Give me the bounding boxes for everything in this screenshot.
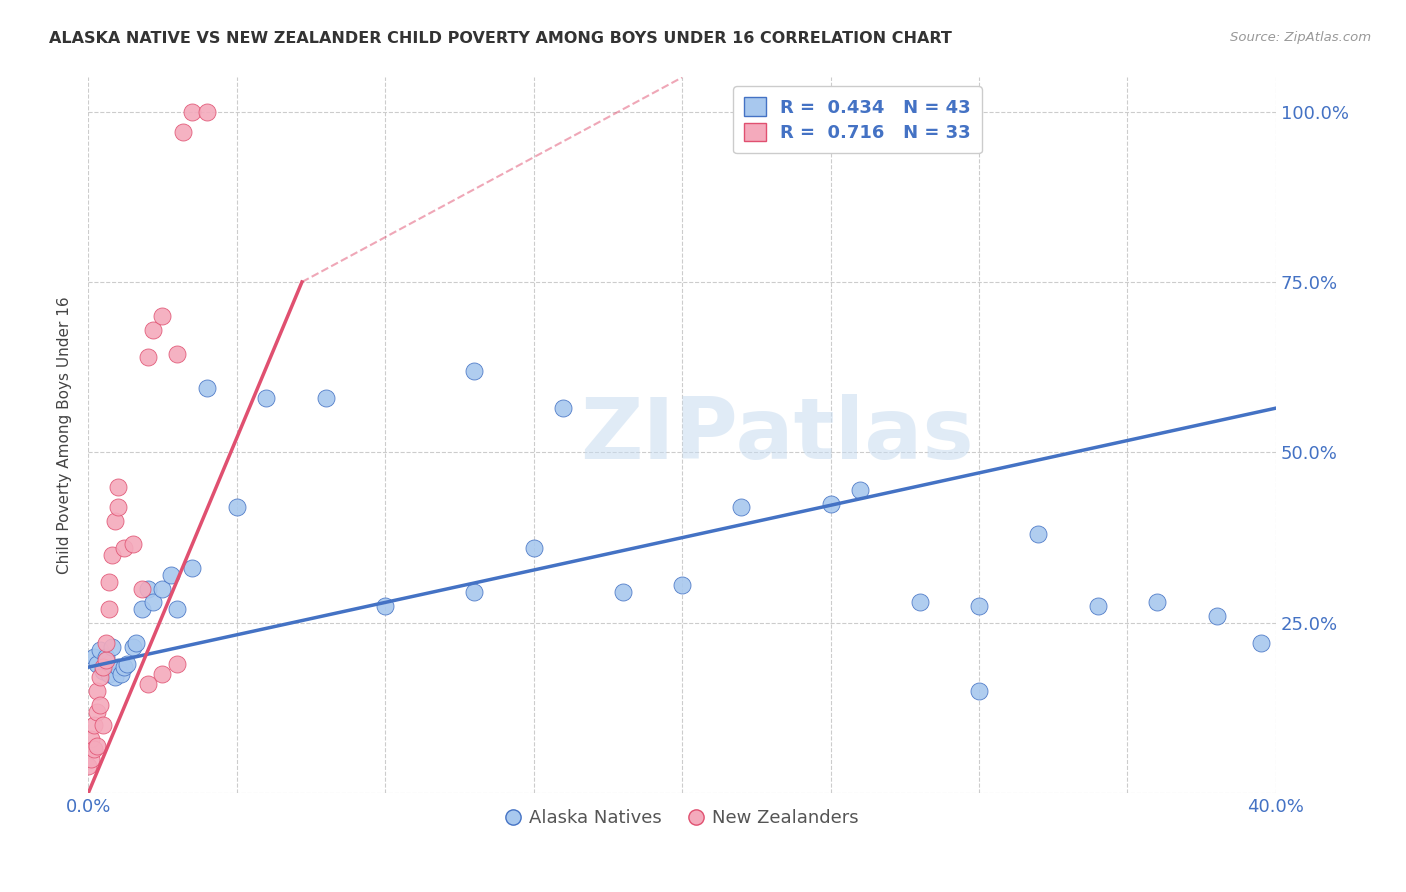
Point — [150, 667, 173, 681]
Point — [181, 561, 204, 575]
Point — [1028, 527, 1050, 541]
Point — [195, 104, 218, 119]
Point — [86, 705, 108, 719]
Point — [166, 602, 188, 616]
Point — [612, 585, 634, 599]
Point — [730, 500, 752, 514]
Point — [107, 660, 129, 674]
Point — [908, 595, 931, 609]
Point — [967, 684, 990, 698]
Point — [89, 670, 111, 684]
Point — [83, 718, 105, 732]
Point — [315, 391, 337, 405]
Point — [195, 381, 218, 395]
Point — [1087, 599, 1109, 613]
Point — [94, 650, 117, 665]
Point — [820, 497, 842, 511]
Point — [136, 677, 159, 691]
Point — [374, 599, 396, 613]
Point — [104, 514, 127, 528]
Point — [97, 667, 120, 681]
Point — [83, 742, 105, 756]
Point — [166, 657, 188, 671]
Point — [225, 500, 247, 514]
Point — [94, 636, 117, 650]
Point — [107, 500, 129, 514]
Point — [112, 541, 135, 555]
Point — [142, 595, 165, 609]
Text: ZIPatlas: ZIPatlas — [581, 394, 974, 477]
Point — [150, 309, 173, 323]
Point — [86, 684, 108, 698]
Point — [463, 585, 485, 599]
Point — [254, 391, 277, 405]
Point — [160, 568, 183, 582]
Point — [131, 602, 153, 616]
Point — [849, 483, 872, 497]
Point — [172, 125, 194, 139]
Point — [104, 670, 127, 684]
Point — [136, 582, 159, 596]
Point — [166, 346, 188, 360]
Point — [80, 752, 103, 766]
Text: ALASKA NATIVE VS NEW ZEALANDER CHILD POVERTY AMONG BOYS UNDER 16 CORRELATION CHA: ALASKA NATIVE VS NEW ZEALANDER CHILD POV… — [49, 31, 952, 46]
Point — [1146, 595, 1168, 609]
Point — [136, 350, 159, 364]
Text: Source: ZipAtlas.com: Source: ZipAtlas.com — [1230, 31, 1371, 45]
Point — [181, 104, 204, 119]
Point — [91, 660, 114, 674]
Point — [967, 599, 990, 613]
Point — [124, 636, 146, 650]
Point — [553, 401, 575, 416]
Point — [101, 548, 124, 562]
Point — [121, 640, 143, 654]
Point — [523, 541, 546, 555]
Point — [86, 657, 108, 671]
Point — [121, 537, 143, 551]
Point — [80, 731, 103, 746]
Point — [77, 759, 100, 773]
Point — [110, 667, 132, 681]
Point — [91, 718, 114, 732]
Y-axis label: Child Poverty Among Boys Under 16: Child Poverty Among Boys Under 16 — [58, 296, 72, 574]
Point — [1250, 636, 1272, 650]
Point — [91, 664, 114, 678]
Point — [671, 578, 693, 592]
Point — [107, 479, 129, 493]
Point — [86, 739, 108, 753]
Point — [115, 657, 138, 671]
Point — [89, 643, 111, 657]
Point — [463, 363, 485, 377]
Point — [89, 698, 111, 712]
Point — [101, 640, 124, 654]
Point — [97, 574, 120, 589]
Legend: Alaska Natives, New Zealanders: Alaska Natives, New Zealanders — [498, 802, 866, 834]
Point — [142, 323, 165, 337]
Point — [112, 660, 135, 674]
Point — [131, 582, 153, 596]
Point — [1205, 609, 1227, 624]
Point — [150, 582, 173, 596]
Point — [94, 653, 117, 667]
Point — [97, 602, 120, 616]
Point — [83, 650, 105, 665]
